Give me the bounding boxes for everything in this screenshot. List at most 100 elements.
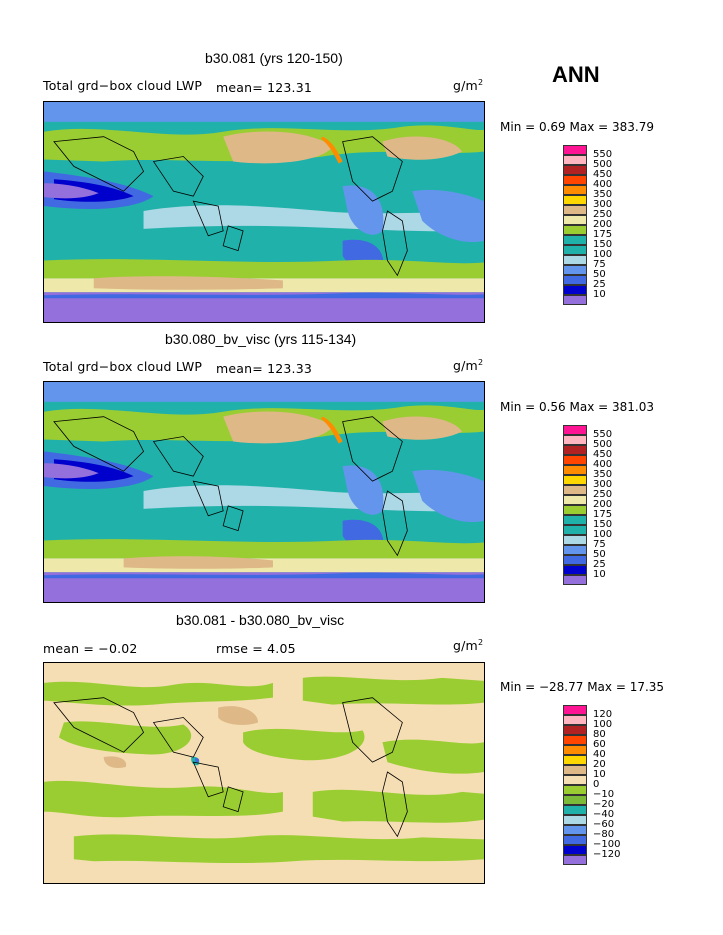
- atlantic-blue: [412, 469, 484, 523]
- colorbar-swatch: [563, 845, 587, 855]
- colorbar-tick-label: 0: [593, 779, 600, 790]
- colorbar-swatch: [563, 475, 587, 485]
- diff-tan-1: [218, 706, 259, 725]
- colorbar-tick-label: −100: [593, 839, 621, 850]
- panel-3-map: [43, 662, 485, 884]
- colorbar-tick-label: 300: [593, 479, 613, 490]
- colorbar-tick-label: 400: [593, 459, 613, 470]
- panel-1-variable-label: Total grd−box cloud LWP: [43, 78, 203, 93]
- colorbar-tick-label: 175: [593, 229, 613, 240]
- tropical-lightblue: [143, 485, 484, 512]
- colorbar-swatch: [563, 455, 587, 465]
- colorbar-swatch: [563, 805, 587, 815]
- colorbar-swatch: [563, 265, 587, 275]
- colorbar-swatch: [563, 855, 587, 865]
- colorbar-tick-label: −40: [593, 809, 615, 820]
- colorbar-tick-label: 75: [593, 259, 606, 270]
- colorbar-swatch: [563, 485, 587, 495]
- colorbar-swatch: [563, 525, 587, 535]
- north-atlantic-tan: [382, 136, 463, 160]
- colorbar-swatch: [563, 735, 587, 745]
- colorbar-tick-label: 550: [593, 149, 613, 160]
- colorbar-tick-label: 175: [593, 509, 613, 520]
- diff-tan-2: [103, 756, 127, 769]
- panel-3-minmax: Min = −28.77 Max = 17.35: [500, 680, 665, 694]
- colorbar-swatch: [563, 285, 587, 295]
- panel-3-units-base: g/m: [453, 638, 478, 654]
- north-atlantic-tan: [382, 416, 463, 440]
- colorbar-swatch: [563, 495, 587, 505]
- colorbar-tick-label: 120: [593, 709, 613, 720]
- colorbar-swatch: [563, 505, 587, 515]
- south-ocean-green: [44, 259, 484, 279]
- diff-green-7: [312, 789, 484, 823]
- diff-green-5: [382, 739, 484, 774]
- colorbar-swatch: [563, 555, 587, 565]
- antarctic-edge: [44, 292, 484, 299]
- colorbar-tick-label: 350: [593, 189, 613, 200]
- subtropic-lavender: [44, 183, 99, 199]
- colorbar-swatch: [563, 755, 587, 765]
- subtropic-lavender: [44, 463, 99, 479]
- panel-2-units: g/m2: [453, 358, 483, 373]
- colorbar-tick-label: 250: [593, 489, 613, 500]
- colorbar-tick-label: 100: [593, 529, 613, 540]
- season-label: ANN: [552, 62, 600, 87]
- aleutian-orange: [320, 416, 343, 444]
- panel-2-title: b30.080_bv_visc (yrs 115-134): [165, 331, 357, 347]
- panel-2-units-base: g/m: [453, 358, 478, 374]
- colorbar-swatch: [563, 825, 587, 835]
- panel-1-minmax: Min = 0.69 Max = 383.79: [500, 120, 654, 134]
- colorbar-tick-label: 500: [593, 159, 613, 170]
- diff-green-1: [44, 681, 273, 706]
- continents: [53, 136, 408, 277]
- colorbar-swatch: [563, 745, 587, 755]
- colorbar-swatch: [563, 705, 587, 715]
- colorbar-tick-label: 200: [593, 499, 613, 510]
- south-ocean-green: [44, 539, 484, 559]
- colorbar-swatch: [563, 565, 587, 575]
- colorbar-tick-label: 40: [593, 749, 606, 760]
- colorbar-swatch: [563, 245, 587, 255]
- continents: [53, 416, 408, 557]
- east-pacific-blue: [342, 185, 384, 235]
- diff-blue-1: [195, 757, 200, 763]
- colorbar-tick-label: 20: [593, 759, 606, 770]
- colorbar-tick-label: 100: [593, 249, 613, 260]
- arctic-band: [44, 102, 484, 122]
- panel-3-map-svg: [44, 663, 484, 883]
- colorbar-swatch: [563, 465, 587, 475]
- east-pacific-blue: [342, 465, 384, 515]
- panel-2-colorbar: 550 500 450 400 350 300 250 200 175 150 100 75 50 25 1…: [563, 425, 612, 595]
- panel-2-mean: mean= 123.33: [216, 361, 313, 376]
- panel-3-units: g/m2: [453, 638, 483, 653]
- southern-tan-patches: [123, 556, 273, 569]
- colorbar-swatch: [563, 195, 587, 205]
- panel-1-units-exp: 2: [477, 78, 484, 87]
- colorbar-swatch: [563, 275, 587, 285]
- colorbar-swatch: [563, 145, 587, 155]
- north-pacific-tan: [223, 411, 333, 444]
- panel-2-map-svg: [44, 382, 484, 602]
- antarctic-edge: [44, 572, 484, 579]
- colorbar-tick-label: 10: [593, 769, 606, 780]
- colorbar-swatch: [563, 795, 587, 805]
- colorbar-tick-label: 500: [593, 439, 613, 450]
- diff-green-4: [243, 728, 365, 761]
- colorbar-tick-label: 200: [593, 219, 613, 230]
- diff-green-8: [73, 834, 484, 864]
- panel-3-colorbar: 120 100 80 60 40 20 10 0 −10 −20 −40 −60 −80 −100 −120: [563, 705, 620, 875]
- colorbar-tick-label: 100: [593, 719, 613, 730]
- colorbar-tick-label: 10: [593, 569, 606, 580]
- colorbar-swatch: [563, 235, 587, 245]
- colorbar-swatch: [563, 535, 587, 545]
- north-pacific-tan: [223, 131, 333, 164]
- tropical-lightblue: [143, 205, 484, 232]
- colorbar-tick-label: 250: [593, 209, 613, 220]
- colorbar-tick-label: 60: [593, 739, 606, 750]
- colorbar-swatch: [563, 155, 587, 165]
- colorbar-tick-label: −20: [593, 799, 615, 810]
- colorbar-tick-label: 450: [593, 449, 613, 460]
- colorbar-swatch: [563, 775, 587, 785]
- colorbar-swatch: [563, 205, 587, 215]
